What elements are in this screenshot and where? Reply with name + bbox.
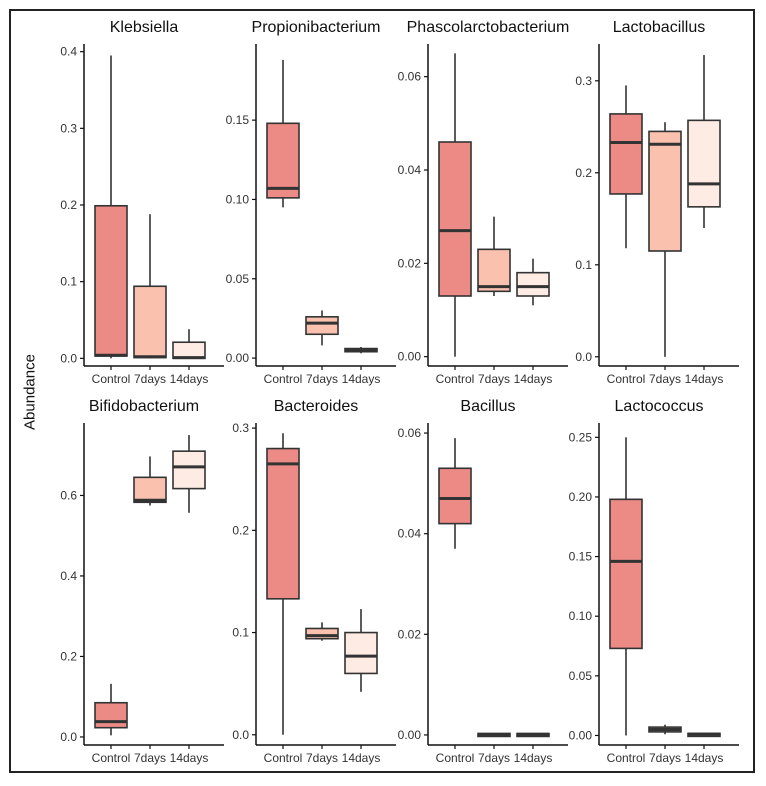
- y-tick-label: 0.05: [569, 669, 593, 683]
- y-tick-label: 0.3: [232, 421, 249, 435]
- panel-lactococcus: Lactococcus 0.00 0.05 0.10 0.15 0.20 0.25 Contr…: [569, 398, 739, 765]
- x-tick-label: 14days: [342, 372, 381, 386]
- box-control: [438, 467, 472, 525]
- box-14days: [516, 271, 550, 297]
- x-tick-label: 14days: [685, 751, 724, 765]
- x-tick-label: 14days: [514, 372, 553, 386]
- y-tick-label: 0.0: [232, 728, 249, 742]
- x-tick-label: 14days: [342, 751, 381, 765]
- box-control: [266, 447, 300, 600]
- box-14days: [687, 119, 721, 208]
- y-tick-label: 0.10: [226, 192, 250, 206]
- box-7days: [305, 627, 339, 640]
- y-tick-label: 0.1: [60, 275, 77, 289]
- box-control: [438, 141, 472, 297]
- y-tick-label: 0.2: [575, 166, 592, 180]
- x-tick-label: 14days: [685, 372, 724, 386]
- box-7days: [305, 316, 339, 336]
- y-tick-label: 0.20: [569, 490, 593, 504]
- x-tick-label: Control: [607, 372, 646, 386]
- box-7days: [477, 248, 511, 293]
- y-tick-label: 0.25: [569, 430, 593, 444]
- panel-title: Phascolarctobacterium: [407, 19, 570, 36]
- y-tick-label: 0.2: [232, 523, 249, 537]
- box-14days: [172, 341, 206, 360]
- x-tick-label: Control: [92, 751, 131, 765]
- panel-bacteroides: Bacteroides 0.0 0.1 0.2 0.3 Control 7days 14day…: [232, 398, 396, 765]
- panel-title: Klebsiella: [110, 19, 179, 36]
- y-tick-label: 0.1: [575, 258, 592, 272]
- figure-frame: [9, 9, 755, 773]
- panel-title: Bifidobacterium: [89, 398, 199, 415]
- panel-phascolarctobacterium: Phascolarctobacterium 0.00 0.02 0.04 0.06 Con…: [398, 19, 570, 386]
- panel-bifidobacterium: Bifidobacterium 0.0 0.2 0.4 0.6 Control 7days 1…: [60, 398, 224, 765]
- y-tick-label: 0.00: [226, 351, 250, 365]
- y-tick-label: 0.2: [60, 198, 77, 212]
- x-tick-label: 7days: [134, 751, 166, 765]
- x-tick-label: 14days: [170, 372, 209, 386]
- box-control: [266, 122, 300, 199]
- y-tick-label: 0.06: [398, 426, 422, 440]
- x-tick-label: Control: [264, 372, 303, 386]
- y-tick-label: 0.0: [60, 351, 77, 365]
- box-14days: [344, 631, 378, 675]
- y-tick-label: 0.0: [575, 350, 592, 364]
- panel-title: Lactococcus: [615, 398, 704, 415]
- panel-klebsiella: Klebsiella 0.0 0.1 0.2 0.3 0.4 Control 7days 14d…: [60, 19, 224, 386]
- x-tick-label: 7days: [478, 751, 510, 765]
- x-tick-label: Control: [436, 372, 475, 386]
- y-tick-label: 0.05: [226, 272, 250, 286]
- y-tick-label: 0.00: [398, 728, 422, 742]
- y-tick-label: 0.15: [569, 550, 593, 564]
- y-tick-label: 0.02: [398, 256, 422, 270]
- y-tick-label: 0.4: [60, 45, 77, 59]
- box-7days: [133, 476, 167, 504]
- box-14days: [172, 450, 206, 490]
- box-control: [609, 113, 643, 195]
- y-tick-label: 0.00: [569, 728, 593, 742]
- x-tick-label: 7days: [649, 751, 681, 765]
- box-control: [94, 204, 128, 357]
- y-tick-label: 0.4: [60, 569, 77, 583]
- x-tick-label: Control: [92, 372, 131, 386]
- y-tick-label: 0.06: [398, 70, 422, 84]
- panel-title: Lactobacillus: [613, 19, 706, 36]
- x-tick-label: 7days: [478, 372, 510, 386]
- y-tick-label: 0.1: [232, 626, 249, 640]
- y-tick-label: 0.00: [398, 350, 422, 364]
- box-7days: [648, 130, 682, 252]
- y-tick-label: 0.02: [398, 627, 422, 641]
- panel-title: Bacteroides: [274, 398, 359, 415]
- y-tick-label: 0.2: [60, 649, 77, 663]
- x-tick-label: 7days: [306, 372, 338, 386]
- panel-title: Bacillus: [460, 398, 515, 415]
- x-tick-label: 14days: [514, 751, 553, 765]
- panel-propionibacterium: Propionibacterium 0.00 0.05 0.10 0.15 Control…: [226, 19, 396, 386]
- y-tick-label: 0.0: [60, 730, 77, 744]
- y-tick-label: 0.10: [569, 609, 593, 623]
- box-control: [609, 498, 643, 650]
- y-tick-label: 0.15: [226, 113, 250, 127]
- x-tick-label: 7days: [649, 372, 681, 386]
- y-tick-label: 0.3: [575, 74, 592, 88]
- x-tick-label: Control: [436, 751, 475, 765]
- panel-lactobacillus: Lactobacillus 0.0 0.1 0.2 0.3 Control 7days 14d…: [575, 19, 739, 386]
- box-control: [94, 701, 128, 729]
- x-tick-label: Control: [264, 751, 303, 765]
- x-tick-label: 14days: [170, 751, 209, 765]
- x-tick-label: 7days: [306, 751, 338, 765]
- x-tick-label: 7days: [134, 372, 166, 386]
- panel-title: Propionibacterium: [252, 19, 381, 36]
- y-tick-label: 0.3: [60, 121, 77, 135]
- y-tick-label: 0.04: [398, 163, 422, 177]
- panel-bacillus: Bacillus 0.00 0.02 0.04 0.06 Control 7days 14da…: [398, 398, 568, 765]
- y-tick-label: 0.6: [60, 488, 77, 502]
- box-7days: [133, 285, 167, 359]
- y-tick-label: 0.04: [398, 527, 422, 541]
- x-tick-label: Control: [607, 751, 646, 765]
